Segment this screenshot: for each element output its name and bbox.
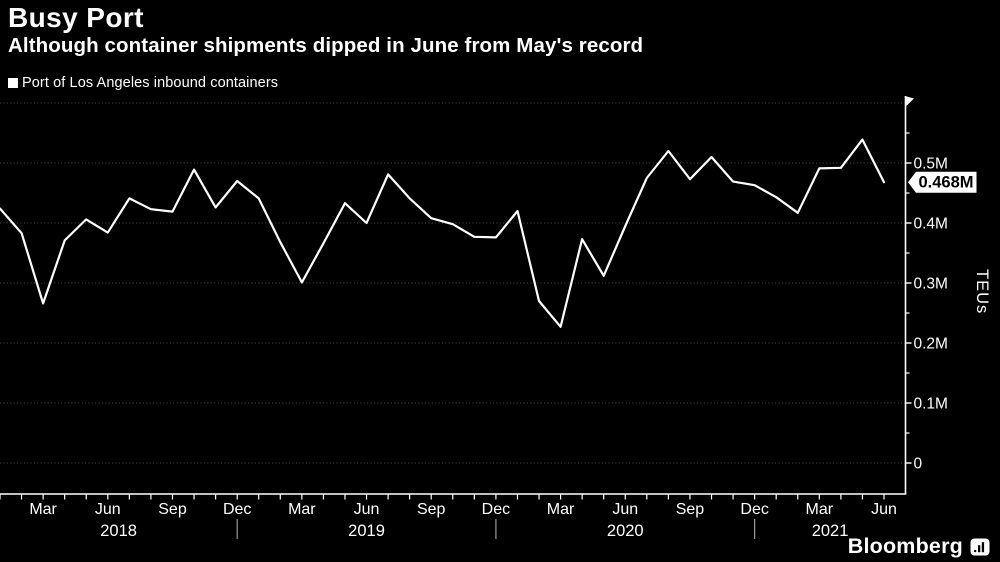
x-tick-label: Mar: [288, 501, 316, 518]
bloomberg-chart-icon: [970, 538, 990, 555]
x-tick-label: Jun: [95, 501, 121, 518]
y-axis-unit-label: TEUs: [973, 269, 991, 315]
x-tick-label: Dec: [740, 501, 768, 518]
last-value-annotation: 0.468M: [908, 171, 977, 193]
year-label: 2018: [100, 522, 137, 540]
x-tick-label: Mar: [806, 501, 834, 518]
x-tick-label: Dec: [482, 501, 510, 518]
year-label: 2020: [607, 522, 644, 540]
y-tick-label: 0.1M: [914, 396, 948, 413]
axis-layer: 0 0.1M 0.2M 0.3M 0.4M 0.5M Mar Jun Sep Dec Mar Jun S…: [0, 96, 948, 540]
y-tick-label: 0.3M: [914, 276, 948, 293]
page-subtitle: Although container shipments dipped in J…: [8, 34, 644, 57]
last-value-annotation-text: 0.468M: [918, 174, 973, 192]
x-tick-label: Dec: [223, 501, 251, 518]
legend: Port of Los Angeles inbound containers: [8, 75, 278, 91]
legend-label: Port of Los Angeles inbound containers: [22, 75, 279, 91]
x-tick-label: Mar: [547, 501, 575, 518]
page-title: Busy Port: [8, 2, 144, 33]
x-tick-label: Jun: [354, 501, 380, 518]
year-label: 2021: [812, 522, 849, 540]
x-tick-label: Jun: [871, 501, 897, 518]
x-tick-label: Sep: [158, 501, 187, 518]
y-tick-label: 0.5M: [914, 156, 948, 173]
x-tick-label: Sep: [417, 501, 446, 518]
y-tick-label: 0.2M: [914, 336, 948, 353]
x-tick-label: Sep: [676, 501, 705, 518]
data-line: [0, 138, 886, 328]
grid-layer: [0, 102, 906, 464]
last-value-annotation-box: [908, 171, 977, 193]
y-tick-label: 0.4M: [914, 216, 948, 233]
y-tick-label: 0: [914, 456, 923, 473]
year-label: 2019: [348, 522, 385, 540]
x-tick-label: Mar: [29, 501, 57, 518]
y-axis-arrow-icon: [904, 96, 914, 106]
x-tick-label: Jun: [612, 501, 638, 518]
series-layer: [0, 138, 886, 328]
bloomberg-logo: Bloomberg: [848, 534, 990, 559]
bloomberg-wordmark: Bloomberg: [847, 534, 963, 558]
legend-swatch-icon: [8, 78, 18, 88]
